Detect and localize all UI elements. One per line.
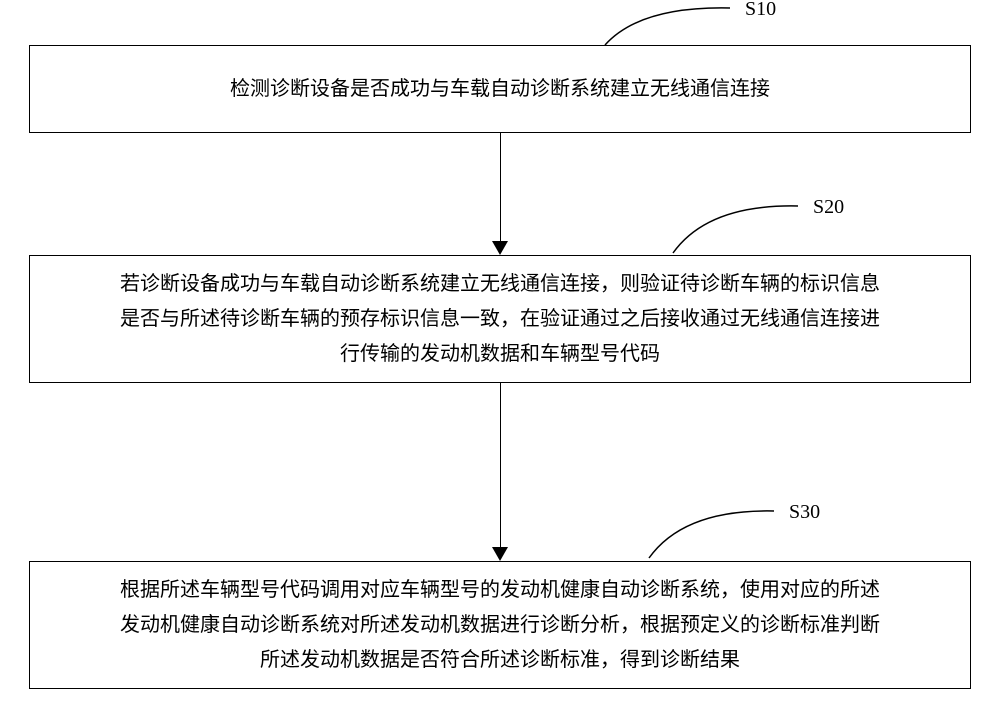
step-2-text: 若诊断设备成功与车载自动诊断系统建立无线通信连接，则验证待诊断车辆的标识信息 是… <box>120 267 880 372</box>
s30-leader-curve <box>604 503 804 563</box>
step-1-box: 检测诊断设备是否成功与车载自动诊断系统建立无线通信连接 <box>29 45 971 133</box>
flowchart-canvas: S10 检测诊断设备是否成功与车载自动诊断系统建立无线通信连接 S20 若诊断设… <box>0 0 1000 724</box>
arrow-1-shaft <box>500 133 501 241</box>
arrow-2-shaft <box>500 383 501 547</box>
s10-leader-curve <box>560 0 760 50</box>
s10-label: S10 <box>745 0 776 21</box>
step-1-text: 检测诊断设备是否成功与车载自动诊断系统建立无线通信连接 <box>230 72 770 107</box>
step-3-text: 根据所述车辆型号代码调用对应车辆型号的发动机健康自动诊断系统，使用对应的所述 发… <box>120 573 880 678</box>
step-2-box: 若诊断设备成功与车载自动诊断系统建立无线通信连接，则验证待诊断车辆的标识信息 是… <box>29 255 971 383</box>
s20-label: S20 <box>813 196 844 219</box>
arrow-1-head <box>492 241 508 255</box>
arrow-2-head <box>492 547 508 561</box>
s20-leader-curve <box>628 198 828 258</box>
step-3-box: 根据所述车辆型号代码调用对应车辆型号的发动机健康自动诊断系统，使用对应的所述 发… <box>29 561 971 689</box>
s30-label: S30 <box>789 501 820 524</box>
